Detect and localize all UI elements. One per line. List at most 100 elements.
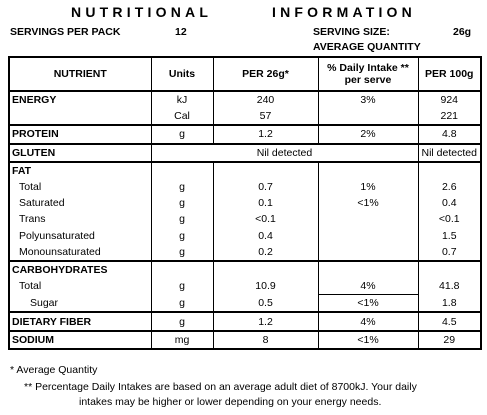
header-nutrient: NUTRIENT [8, 56, 152, 92]
header-per-serve: PER 26g* [212, 56, 319, 92]
per-serve-cell: 1.2 [212, 125, 319, 145]
per-serve-cell: 0.2 [212, 243, 319, 262]
per-serve-cell [212, 260, 319, 279]
table-row-protein: PROTEIN g 1.2 2% 4.8 [8, 125, 482, 145]
per-100g-cell: 4.5 [417, 312, 482, 332]
nutrient-name: CARBOHYDRATES [8, 260, 152, 279]
unit-cell: g [150, 294, 214, 314]
table-row-energy-cal: Cal 57 221 [8, 108, 482, 127]
daily-intake-cell: 1% [317, 178, 419, 196]
footnote-daily-intake-line2: intakes may be higher or lower depending… [79, 396, 382, 408]
per-100g-cell: 0.4 [417, 195, 482, 212]
per-100g-cell: 0.7 [417, 243, 482, 262]
daily-intake-cell: <1% [317, 330, 419, 350]
table-row-fat-poly: Polyunsaturated g 0.4 1.5 [8, 227, 482, 244]
nutrient-name [8, 108, 152, 127]
table-row-gluten: GLUTEN Nil detected Nil detected [8, 143, 482, 163]
unit-cell: g [150, 195, 214, 212]
nutrient-name: Polyunsaturated [8, 227, 152, 244]
average-quantity-label: AVERAGE QUANTITY [313, 41, 421, 53]
per-serve-cell: 10.9 [212, 278, 319, 295]
per-100g-cell: 41.8 [417, 278, 482, 295]
per-serve-cell: 8 [212, 330, 319, 350]
daily-intake-cell: 4% [317, 278, 419, 295]
nutrient-name: Saturated [8, 195, 152, 212]
daily-intake-cell [317, 108, 419, 127]
per-serve-cell: 1.2 [212, 312, 319, 332]
nutrient-name: DIETARY FIBER [8, 312, 152, 332]
footnote-average-quantity: * Average Quantity [10, 364, 98, 376]
unit-cell: Cal [150, 108, 214, 127]
nutrient-name: PROTEIN [8, 125, 152, 145]
table-row-fat-saturated: Saturated g 0.1 <1% 0.4 [8, 195, 482, 212]
nutrient-name: Total [8, 278, 152, 295]
header-units: Units [150, 56, 214, 92]
daily-intake-cell: 2% [317, 125, 419, 145]
servings-per-pack-value: 12 [175, 26, 187, 38]
table-row-fat-mono: Monounsaturated g 0.2 0.7 [8, 243, 482, 262]
table-row-carbohydrates: CARBOHYDRATES [8, 260, 482, 279]
unit-cell [150, 161, 214, 179]
unit-cell: g [150, 125, 214, 145]
header-daily-intake: % Daily Intake ** per serve [317, 56, 419, 92]
nutrient-name: Total [8, 178, 152, 196]
serving-size-label: SERVING SIZE: [313, 26, 390, 38]
servings-per-pack-label: SERVINGS PER PACK [10, 26, 121, 38]
per-100g-cell: 924 [417, 91, 482, 109]
daily-intake-cell: <1% [317, 294, 419, 314]
daily-intake-cell: 4% [317, 312, 419, 332]
daily-intake-cell [317, 260, 419, 279]
nutrition-table: NUTRIENT Units PER 26g* % Daily Intake *… [8, 56, 482, 350]
per-100g-cell [417, 161, 482, 179]
header-per-100g: PER 100g [417, 56, 482, 92]
unit-cell: g [150, 227, 214, 244]
table-row-carb-sugar: Sugar g 0.5 <1% 1.8 [8, 294, 482, 314]
nutrient-name: Sugar [8, 294, 152, 314]
serving-size-value: 26g [453, 26, 472, 38]
per-100g-cell: 4.8 [417, 125, 482, 145]
unit-cell: g [150, 312, 214, 332]
per-serve-cell: Nil detected [150, 143, 419, 163]
per-serve-cell: 0.4 [212, 227, 319, 244]
nutrient-name: Trans [8, 211, 152, 228]
unit-cell [150, 260, 214, 279]
nutrient-name: GLUTEN [8, 143, 152, 163]
unit-cell: g [150, 211, 214, 228]
per-serve-cell: 0.7 [212, 178, 319, 196]
table-header-row: NUTRIENT Units PER 26g* % Daily Intake *… [8, 56, 482, 92]
unit-cell: g [150, 178, 214, 196]
per-serve-cell: 0.5 [212, 294, 319, 314]
per-100g-cell: 29 [417, 330, 482, 350]
daily-intake-cell [317, 211, 419, 228]
per-serve-cell [212, 161, 319, 179]
header-daily-intake-line1: % Daily Intake ** [327, 62, 409, 74]
header-daily-intake-line2: per serve [344, 74, 392, 86]
per-serve-cell: 57 [212, 108, 319, 127]
table-row-fat: FAT [8, 161, 482, 179]
per-serve-cell: <0.1 [212, 211, 319, 228]
per-serve-cell: 240 [212, 91, 319, 109]
unit-cell: g [150, 278, 214, 295]
per-100g-cell [417, 260, 482, 279]
per-100g-cell: 2.6 [417, 178, 482, 196]
table-row-energy-kj: ENERGY kJ 240 3% 924 [8, 91, 482, 109]
per-100g-cell: 1.8 [417, 294, 482, 314]
table-row-carb-total: Total g 10.9 4% 41.8 [8, 278, 482, 295]
daily-intake-cell [317, 243, 419, 262]
table-row-fat-trans: Trans g <0.1 <0.1 [8, 211, 482, 228]
nutrient-name: FAT [8, 161, 152, 179]
daily-intake-cell [317, 227, 419, 244]
nutrient-name: ENERGY [8, 91, 152, 109]
panel-title: NUTRITIONAL INFORMATION [71, 4, 416, 20]
daily-intake-cell [317, 161, 419, 179]
per-100g-cell: <0.1 [417, 211, 482, 228]
unit-cell: kJ [150, 91, 214, 109]
nutrient-name: Monounsaturated [8, 243, 152, 262]
unit-cell: mg [150, 330, 214, 350]
per-100g-cell: 221 [417, 108, 482, 127]
table-row-sodium: SODIUM mg 8 <1% 29 [8, 330, 482, 350]
footnote-daily-intake-line1: ** Percentage Daily Intakes are based on… [24, 381, 417, 393]
table-row-fat-total: Total g 0.7 1% 2.6 [8, 178, 482, 196]
nutrient-name: SODIUM [8, 330, 152, 350]
daily-intake-cell: 3% [317, 91, 419, 109]
